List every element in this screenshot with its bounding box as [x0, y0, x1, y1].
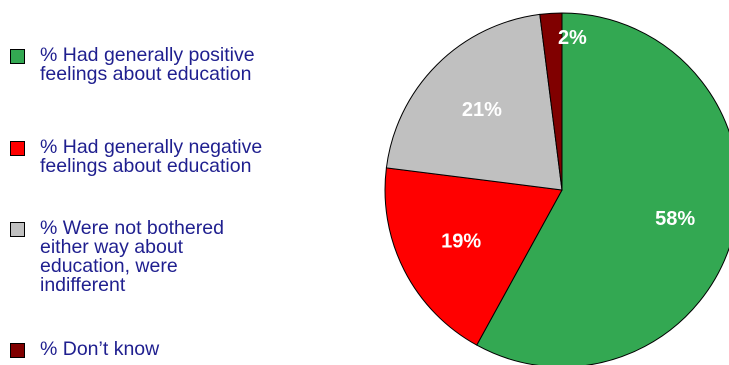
pie-slices — [384, 12, 729, 365]
data-label-indifferent: 21% — [462, 99, 502, 121]
pie-data-labels: 58% 19% 21% 2% — [441, 27, 695, 252]
chart-legend: % Had generally positive feelings about … — [10, 44, 263, 360]
legend-swatch-indifferent — [10, 222, 25, 237]
pie-slice-dont-know — [539, 12, 563, 191]
legend-label-negative: % Had generally negative feelings about … — [40, 136, 263, 177]
data-label-positive: 58% — [655, 208, 695, 230]
pie-slice-negative — [384, 167, 563, 346]
data-label-dont-know: 2% — [558, 27, 587, 49]
legend-swatch-positive — [10, 49, 25, 64]
legend-label-positive: % Had generally positive feelings about … — [40, 44, 255, 85]
legend-label-dont-know: % Don’t know — [40, 338, 160, 360]
pie-slice-indifferent — [385, 13, 563, 191]
legend-label-indifferent: % Were not bothered either way about edu… — [40, 217, 224, 296]
data-label-negative: 19% — [441, 230, 481, 252]
pie-slice-positive — [476, 12, 729, 365]
legend-swatch-negative — [10, 141, 25, 156]
legend-swatch-dont-know — [10, 343, 25, 358]
